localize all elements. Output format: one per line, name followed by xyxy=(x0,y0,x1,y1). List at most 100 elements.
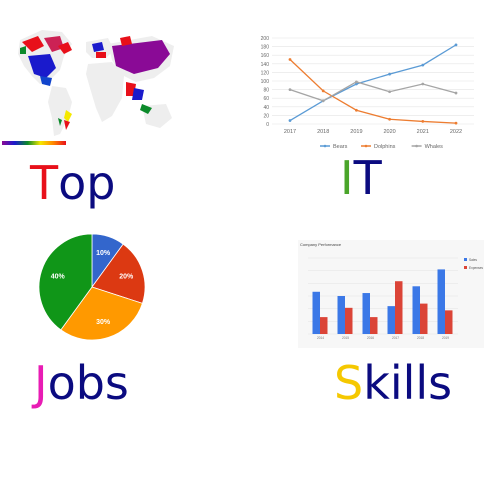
bar-chart-bar xyxy=(345,307,353,334)
southeast-asia-blue xyxy=(132,88,144,100)
bar-chart-legend-label: Sales xyxy=(469,258,477,262)
pie-slice-label: 10% xyxy=(96,250,111,257)
bar-chart-x-tick-label: 2016 xyxy=(367,336,374,340)
line-chart-point xyxy=(355,80,358,84)
bar-chart-bar xyxy=(370,317,378,334)
line-chart-point xyxy=(421,120,425,123)
bar-chart-legend-swatch xyxy=(464,258,467,261)
pie-slice-label: 20% xyxy=(119,273,134,280)
canada-region-red xyxy=(22,36,44,52)
line-chart-point xyxy=(388,117,391,121)
word-skills-rest: kills xyxy=(363,356,453,410)
line-chart: 0 20 40 60 80 100 120 140 160 180 200 2017 2018 2019 2… xyxy=(252,28,488,158)
word-top: Top xyxy=(30,160,115,206)
russia-region xyxy=(112,40,170,74)
bar-chart-x-tick-label: 2014 xyxy=(317,336,324,340)
line-chart-x-tick-label: 2021 xyxy=(417,129,429,135)
word-jobs-first-letter: J xyxy=(34,356,48,410)
bar-chart-bar xyxy=(395,281,403,334)
bar-chart-legend-label: Expenses xyxy=(469,266,483,270)
line-chart-point xyxy=(454,91,458,95)
line-chart-point xyxy=(421,63,425,67)
line-chart-series-line xyxy=(289,59,457,124)
pie-slice-label: 40% xyxy=(51,273,66,280)
pie-chart-svg: 10% 20% 30% 40% xyxy=(38,233,146,341)
indonesia-region xyxy=(140,104,152,114)
pie-slice xyxy=(60,286,143,341)
line-chart-legend-label: Bears xyxy=(333,144,348,150)
line-chart-legend-label: Whales xyxy=(425,144,444,150)
line-chart-y-tick-label: 40 xyxy=(263,105,269,111)
bar-chart-svg: Company Performance 2014 2015 2016 2017 2018 2… xyxy=(300,242,483,340)
bar-chart-legend-swatch xyxy=(464,266,467,269)
line-chart-x-tick-label: 2019 xyxy=(350,129,362,135)
line-chart-y-tick-label: 180 xyxy=(261,45,270,51)
line-chart-point xyxy=(288,58,292,61)
line-chart-x-tick-label: 2017 xyxy=(284,129,296,135)
line-chart-y-tick-label: 140 xyxy=(261,62,270,68)
bar-chart-x-tick-label: 2015 xyxy=(342,336,349,340)
greenland-region xyxy=(58,42,72,54)
alaska-region xyxy=(20,46,26,54)
word-it-first-letter: I xyxy=(340,151,354,205)
line-chart-svg: 0 20 40 60 80 100 120 140 160 180 200 2017 2018 2019 2… xyxy=(261,36,474,150)
line-chart-point xyxy=(288,119,292,122)
word-skills: Skills xyxy=(334,360,452,406)
asia-region-red xyxy=(120,36,132,46)
usa-region xyxy=(28,54,56,78)
line-chart-point xyxy=(355,108,358,112)
line-chart-legend-marker xyxy=(415,144,418,148)
line-chart-x-tick-label: 2018 xyxy=(317,129,329,135)
word-it-rest: T xyxy=(353,151,382,205)
bar-chart-bar xyxy=(312,291,320,334)
word-skills-first-letter: S xyxy=(334,356,364,410)
line-chart-point xyxy=(454,121,458,125)
south-america-yellow xyxy=(64,110,72,122)
line-chart-point xyxy=(321,99,325,103)
bar-chart-x-tick-label: 2019 xyxy=(442,336,449,340)
line-chart-series-line xyxy=(289,44,457,122)
line-chart-series-line xyxy=(289,81,457,102)
line-chart-y-tick-label: 60 xyxy=(263,96,269,102)
bar-chart-x-tick-label: 2017 xyxy=(392,336,399,340)
line-chart-y-tick-label: 0 xyxy=(266,122,269,128)
world-map-image xyxy=(2,18,178,148)
bar-chart-bar xyxy=(412,286,420,334)
line-chart-point xyxy=(321,89,325,93)
line-chart-x-tick-label: 2022 xyxy=(450,129,462,135)
south-america-shape xyxy=(48,86,72,136)
word-it: IT xyxy=(340,155,382,201)
word-jobs: Jobs xyxy=(34,360,129,406)
bar-chart-bar xyxy=(362,293,370,334)
europe-region-red xyxy=(96,52,106,58)
word-top-first-letter: T xyxy=(30,156,59,210)
word-jobs-rest: obs xyxy=(47,356,129,410)
line-chart-y-tick-label: 120 xyxy=(261,70,270,76)
pie-slice-label: 30% xyxy=(96,319,111,326)
line-chart-point xyxy=(421,82,425,86)
bar-chart-x-tick-label: 2018 xyxy=(417,336,424,340)
word-top-rest: op xyxy=(58,156,116,210)
line-chart-y-tick-label: 200 xyxy=(261,36,270,42)
line-chart-point xyxy=(388,72,391,76)
bar-chart-bar xyxy=(445,310,453,334)
bar-chart-bar xyxy=(387,306,395,334)
line-chart-legend-label: Dolphins xyxy=(374,144,396,150)
bar-chart-bar xyxy=(320,317,328,334)
bar-chart-bar xyxy=(420,303,428,334)
line-chart-y-tick-label: 160 xyxy=(261,53,270,59)
bar-chart-bar xyxy=(437,269,445,334)
line-chart-y-tick-label: 100 xyxy=(261,79,270,85)
world-map-svg xyxy=(2,30,174,145)
bar-chart-bar xyxy=(337,296,345,334)
pie-slice xyxy=(38,233,93,331)
line-chart-y-tick-label: 20 xyxy=(263,113,269,119)
europe-region-blue xyxy=(92,42,104,52)
mexico-region xyxy=(40,76,52,86)
line-chart-point xyxy=(454,43,458,47)
bar-chart: Company Performance 2014 2015 2016 2017 2018 2… xyxy=(298,240,484,348)
line-chart-y-tick-label: 80 xyxy=(263,88,269,94)
bar-chart-title: Company Performance xyxy=(300,242,342,247)
pie-slice xyxy=(91,243,146,304)
line-chart-point xyxy=(355,82,358,86)
